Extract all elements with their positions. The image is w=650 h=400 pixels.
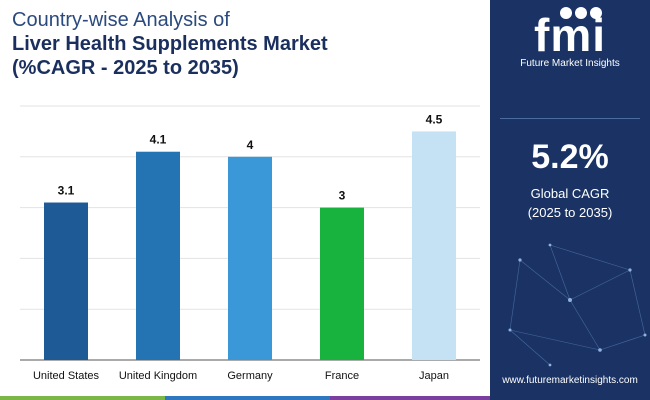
divider-top (500, 118, 640, 119)
title-line-2: Liver Health Supplements Market (12, 33, 328, 55)
data-label: 4 (247, 138, 254, 152)
brand-logo: fmi (534, 9, 606, 61)
tick-label: United States (33, 370, 100, 382)
title-line-1: Country-wise Analysis of (12, 9, 230, 31)
title-line-3: (%CAGR - 2025 to 2035) (12, 57, 239, 79)
info-panel: fmi Future Market Insights 5.2% Global C… (490, 0, 650, 400)
bar-united-kingdom (136, 151, 180, 360)
bar-chart: 3.1 United States 4.1 United Kingdom 4 German… (20, 105, 480, 382)
stripe-blue (165, 396, 330, 400)
tick-label: Germany (227, 370, 273, 382)
bar-united-states (44, 202, 88, 360)
data-label: 4.1 (150, 133, 167, 147)
stripe-green (0, 396, 165, 400)
bar-japan (412, 131, 456, 360)
bar-germany (228, 156, 272, 360)
tick-label: France (325, 370, 359, 382)
global-cagr-value: 5.2% (531, 138, 609, 176)
logo-icons (560, 6, 605, 24)
global-cagr-range: (2025 to 2035) (527, 205, 613, 220)
data-label: 3 (339, 189, 346, 203)
global-cagr-label: Global CAGR (530, 186, 610, 201)
brand-name: Future Market Insights (520, 58, 620, 69)
data-label: 4.5 (426, 112, 443, 126)
chart-title: Country-wise Analysis of Liver Health Su… (12, 8, 482, 80)
network-graphic (508, 243, 647, 367)
tick-label: United Kingdom (119, 370, 197, 382)
website-url: www.futuremarketinsights.com (502, 375, 638, 386)
stripe-purple (330, 396, 490, 400)
bar-france (320, 207, 364, 360)
tick-label: Japan (419, 370, 449, 382)
data-label: 3.1 (58, 184, 75, 198)
